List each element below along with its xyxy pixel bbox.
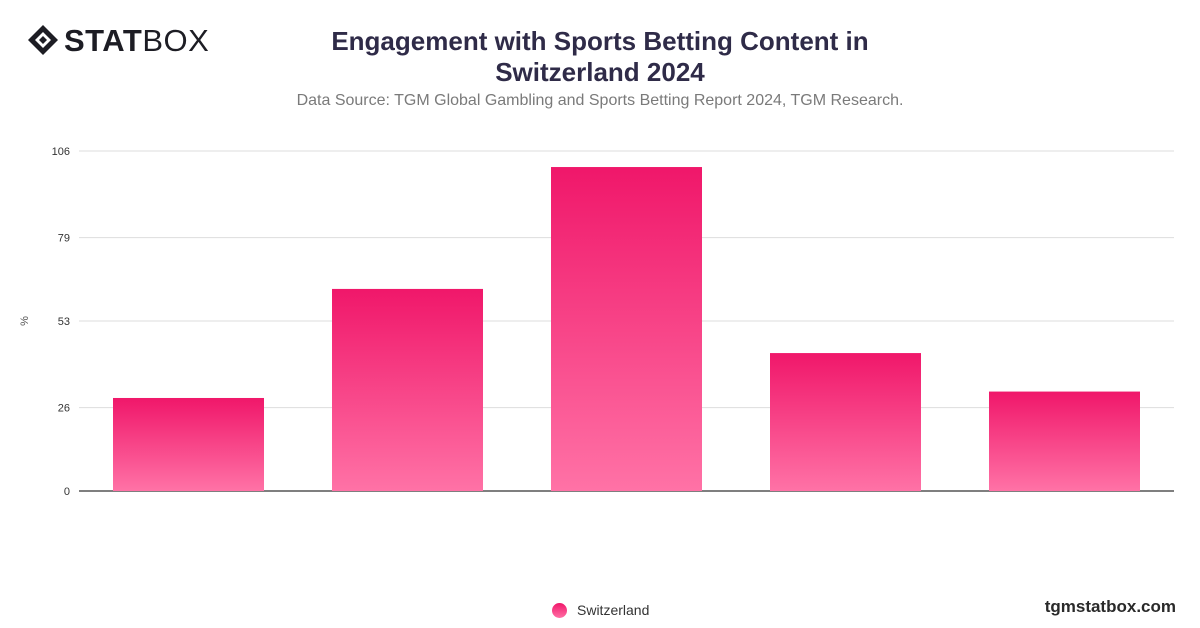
y-tick-label: 53 <box>58 316 70 328</box>
logo-text-light: BOX <box>142 22 210 58</box>
y-tick-label: 79 <box>58 233 70 245</box>
chart-title: Engagement with Sports Betting Content i… <box>331 26 869 87</box>
bar[interactable] <box>989 391 1140 491</box>
statbox-logo: STATBOX <box>26 22 236 58</box>
chart-legend[interactable]: Switzerland <box>552 602 649 618</box>
statbox-diamond-icon <box>28 25 58 55</box>
bar[interactable] <box>551 167 702 492</box>
y-axis-ticks: 0 26 53 79 106 <box>52 146 70 498</box>
logo-text-bold: STAT <box>64 22 143 58</box>
bar[interactable] <box>113 397 264 491</box>
y-tick-label: 0 <box>64 486 70 498</box>
logo-wordmark: STATBOX <box>64 25 209 56</box>
legend-marker <box>552 602 567 618</box>
bar[interactable] <box>332 288 483 491</box>
y-tick-label: 26 <box>58 403 70 415</box>
bars <box>113 167 1140 492</box>
y-tick-label: 106 <box>52 146 70 158</box>
bar[interactable] <box>770 353 921 491</box>
legend-label: Switzerland <box>577 602 650 618</box>
chart-subtitle: Data Source: TGM Global Gambling and Spo… <box>296 92 904 109</box>
website-link[interactable]: tgmstatbox.com <box>1044 597 1176 616</box>
y-axis-label: % <box>19 316 31 326</box>
